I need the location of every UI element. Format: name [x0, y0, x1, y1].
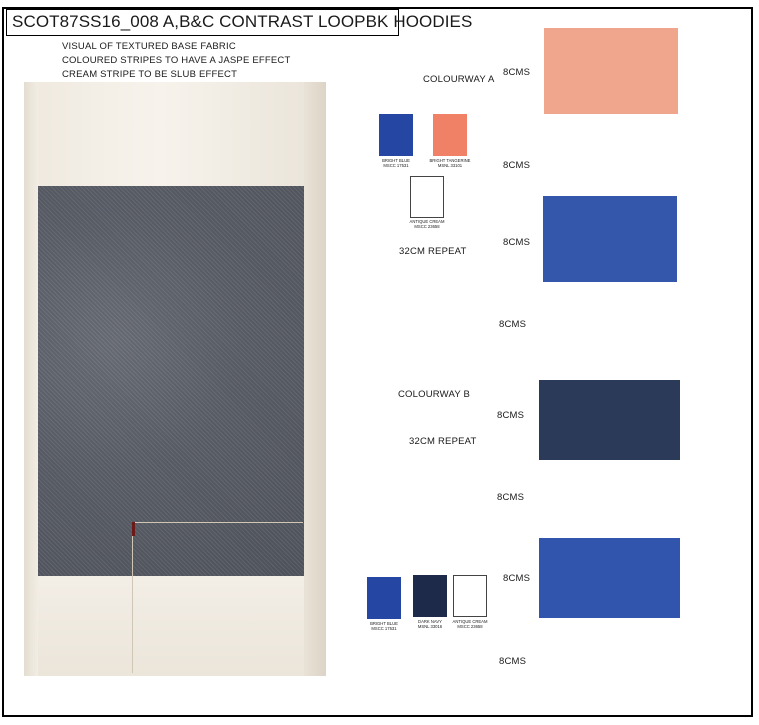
- stripe-label-4: 8CMS: [499, 319, 527, 330]
- page-title: SCOT87SS16_008 A,B&C CONTRAST LOOPBK HOO…: [12, 12, 473, 31]
- cream-stripe-bottom: [24, 576, 326, 676]
- chip-b-bright-blue-caption: BRIGHT BLUE MSCC 17531: [370, 621, 398, 631]
- swatch-tangerine-stripe: [544, 28, 678, 114]
- grey-jaspe-stripe: [24, 186, 321, 576]
- colourway-b-heading: COLOURWAY B: [398, 389, 471, 400]
- swatch-blue-stripe-b: [539, 538, 680, 618]
- garment-tag: [132, 522, 135, 536]
- zip-placket: [304, 82, 326, 676]
- colourway-a-heading: COLOURWAY A: [423, 74, 495, 85]
- stripe-label-2: 8CMS: [503, 160, 531, 171]
- chip-b-bright-blue: [367, 577, 401, 619]
- chip-b-dark-navy: [413, 575, 447, 617]
- title-box: [6, 9, 399, 36]
- fabric-photo: [24, 82, 326, 676]
- chip-b-antique-cream-caption: ANTIQUE CREAM MSCC 23658: [452, 619, 488, 629]
- stripe-label-3: 8CMS: [503, 237, 531, 248]
- swatch-navy-stripe: [539, 380, 680, 460]
- chip-a-bright-tangerine-caption: BRIGHT TANGERINE MSNL 33101: [429, 158, 471, 168]
- swatch-blue-stripe-a: [543, 196, 677, 282]
- chip-b-dark-navy-caption: DARK NAVY MSNL 33016: [417, 619, 443, 629]
- stripe-label-6: 8CMS: [497, 492, 525, 503]
- chip-a-bright-tangerine: [433, 114, 467, 156]
- colourway-a-repeat: 32CM REPEAT: [399, 246, 467, 257]
- colourway-b-repeat: 32CM REPEAT: [409, 436, 477, 447]
- stripe-label-1: 8CMS: [503, 67, 531, 78]
- stripe-label-5: 8CMS: [497, 410, 525, 421]
- chip-b-antique-cream: [453, 575, 487, 617]
- pocket-seam: [132, 522, 303, 673]
- note-line-3: CREAM STRIPE TO BE SLUB EFFECT: [62, 69, 238, 80]
- chip-a-antique-cream-caption: ANTIQUE CREAM MSCC 23658: [409, 219, 445, 229]
- stripe-label-7: 8CMS: [503, 573, 531, 584]
- note-line-1: VISUAL OF TEXTURED BASE FABRIC: [62, 41, 236, 52]
- chip-a-bright-blue: [379, 114, 413, 156]
- chip-a-bright-blue-caption: BRIGHT BLUE MSCC 17531: [382, 158, 410, 168]
- note-line-2: COLOURED STRIPES TO HAVE A JASPE EFFECT: [62, 55, 291, 66]
- chip-a-antique-cream: [410, 176, 444, 218]
- side-seam: [24, 82, 38, 676]
- page-frame: [2, 7, 753, 717]
- cream-stripe-top: [24, 82, 326, 186]
- stripe-label-8: 8CMS: [499, 656, 527, 667]
